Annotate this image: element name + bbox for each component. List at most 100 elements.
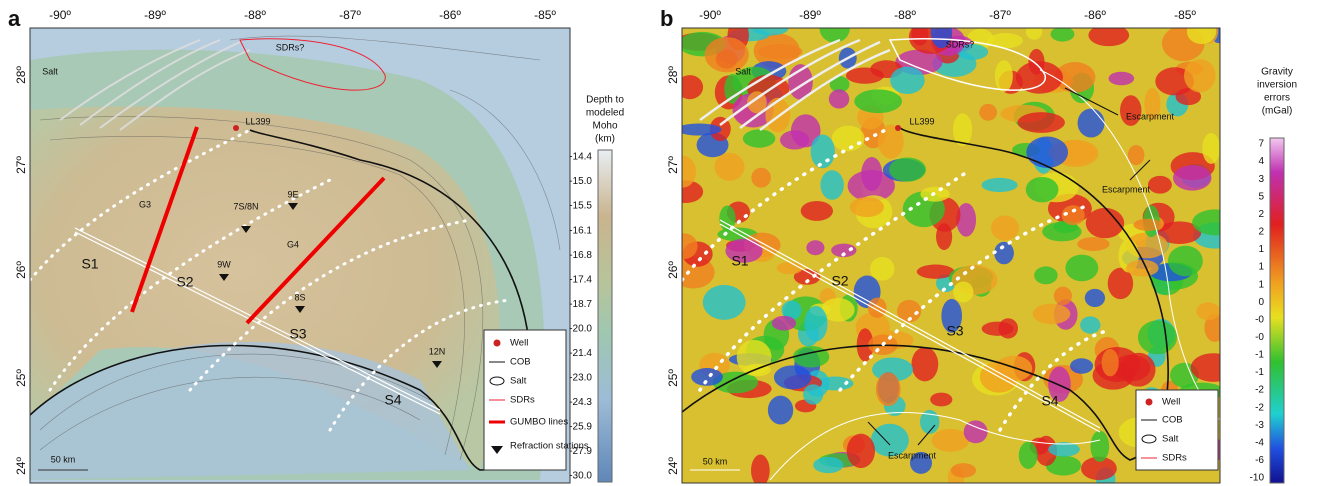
error-cell — [979, 104, 997, 121]
map-label: SDRs? — [276, 42, 305, 52]
colorbar-tick-label: -4 — [1255, 437, 1264, 448]
longitude-label: -88º — [894, 8, 916, 22]
well — [233, 125, 239, 131]
legend-label: Well — [1162, 397, 1180, 408]
latitude-label: 28º — [14, 66, 28, 84]
colorbar-title: (mGal) — [1262, 106, 1293, 117]
colorbar-tick-label: -17.4 — [569, 274, 592, 285]
well — [895, 125, 901, 131]
error-cell — [1054, 287, 1072, 306]
error-cell — [1078, 109, 1105, 138]
latitude-label: 26º — [666, 261, 680, 279]
longitude-label: -86º — [439, 8, 461, 22]
colorbar-tick-label: -16.8 — [569, 250, 592, 261]
legend-label: Salt — [510, 376, 527, 387]
longitude-label: -85º — [534, 8, 556, 22]
error-cell — [994, 242, 1014, 265]
map-label: Escarpment — [1126, 111, 1175, 121]
error-cell — [1173, 165, 1211, 190]
longitude-label: -90º — [49, 8, 71, 22]
longitude-label: -89º — [799, 8, 821, 22]
error-cell — [1090, 431, 1109, 462]
map-label: Salt — [42, 66, 58, 76]
error-cell — [1026, 137, 1068, 168]
colorbar-tick-label: -24.3 — [569, 397, 592, 408]
map-label: G3 — [139, 199, 151, 209]
colorbar-tick-label: 1 — [1258, 262, 1264, 273]
error-cell — [1034, 266, 1058, 284]
error-cell — [911, 347, 938, 381]
error-cell — [772, 316, 796, 331]
error-cell — [847, 434, 875, 468]
map-a — [30, 28, 612, 483]
error-cell — [1026, 177, 1059, 202]
map-label: Escarpment — [1102, 184, 1151, 194]
legend-well — [494, 340, 501, 347]
map-label: S1 — [731, 253, 748, 269]
legend-well — [1146, 399, 1153, 406]
error-cell — [751, 455, 770, 486]
colorbar-tick-label: 7 — [1258, 139, 1264, 150]
error-cell — [890, 67, 925, 94]
legend-label: Salt — [1162, 434, 1179, 445]
colorbar-title: errors — [1264, 93, 1290, 104]
colorbar-title: (km) — [595, 134, 615, 145]
error-cell — [703, 285, 746, 320]
error-cell — [751, 168, 771, 188]
latitude-label: 26º — [14, 261, 28, 279]
error-cell — [780, 130, 809, 149]
error-cell — [743, 129, 775, 147]
error-cell — [1026, 23, 1043, 39]
error-cell — [676, 124, 721, 136]
error-cell — [1085, 289, 1105, 307]
colorbar-tick-label: -15.0 — [569, 176, 592, 187]
colorbar-tick-label: -16.1 — [569, 225, 592, 236]
error-cell — [803, 384, 823, 404]
colorbar-title: Moho — [592, 121, 617, 132]
map-label: S3 — [289, 326, 306, 342]
longitude-label: -88º — [244, 8, 266, 22]
colorbar-title: inversion — [1257, 80, 1297, 91]
map-label: 7S/8N — [233, 201, 258, 211]
map-label: 9W — [217, 259, 231, 269]
error-cell — [932, 429, 970, 452]
colorbar-tick-label: -18.7 — [569, 299, 592, 310]
longitude-label: -87º — [339, 8, 361, 22]
legend-label: SDRs — [1162, 453, 1187, 464]
error-cell — [1196, 302, 1220, 320]
panel-label: a — [8, 6, 21, 31]
error-cell — [1148, 176, 1172, 194]
error-cell — [1018, 112, 1065, 133]
error-cell — [1192, 209, 1238, 235]
colorbar-tick-label: -2 — [1255, 402, 1264, 413]
error-cell — [1051, 27, 1075, 42]
longitude-label: -89º — [144, 8, 166, 22]
legend-label: COB — [510, 357, 531, 368]
map-label: LL399 — [245, 116, 270, 126]
colorbar-tick-label: -14.4 — [569, 152, 592, 163]
error-cell — [889, 157, 926, 181]
colorbar-title: Depth to — [586, 95, 624, 106]
error-cell — [846, 68, 884, 84]
colorbar-tick-label: 2 — [1258, 227, 1264, 238]
error-cell — [911, 23, 928, 45]
error-cell — [801, 201, 833, 221]
error-cell — [1077, 237, 1109, 251]
map-label: LL399 — [909, 116, 934, 126]
error-cell — [854, 89, 902, 113]
error-cell — [1133, 219, 1161, 231]
colorbar-tick-label: 1 — [1258, 279, 1264, 290]
error-cell — [1191, 353, 1236, 382]
error-cell — [715, 153, 745, 181]
error-cell — [765, 98, 790, 132]
latitude-label: 27º — [14, 156, 28, 174]
error-cell — [820, 170, 843, 200]
map-label: 9E — [287, 189, 298, 199]
error-cell — [832, 126, 865, 152]
legend-label: SDRs — [510, 395, 535, 406]
colorbar-tick-label: -0 — [1255, 314, 1264, 325]
error-cell — [758, 44, 802, 59]
error-cell — [1019, 442, 1038, 469]
error-cell — [793, 346, 829, 368]
error-cell — [774, 365, 811, 389]
